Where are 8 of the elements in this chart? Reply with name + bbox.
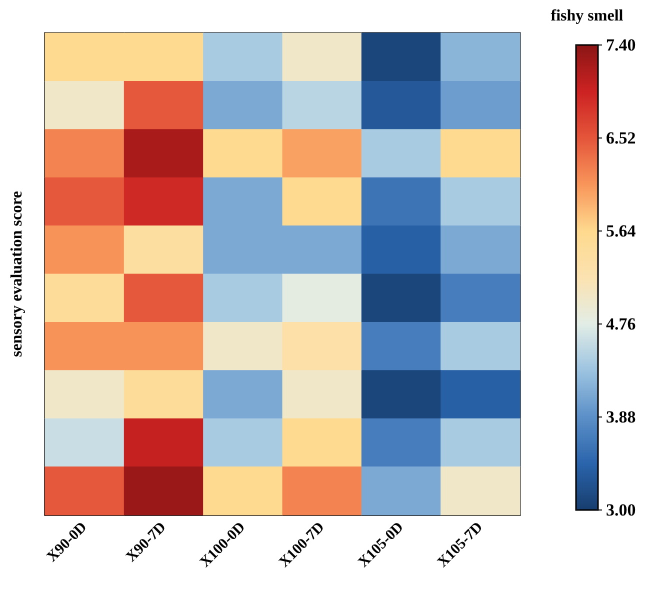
color-bar-label: 5.64: [606, 222, 636, 240]
color-bar-title: fishy smell: [550, 8, 624, 24]
color-bar-label: 3.88: [606, 408, 636, 426]
y-axis-title: sensory evaluation score: [8, 191, 26, 357]
color-bar-label: 7.40: [606, 36, 636, 54]
color-bar-label: 3.00: [606, 500, 636, 520]
color-bar-label: 6.52: [606, 128, 636, 148]
color-bar-label: 4.76: [606, 314, 636, 334]
